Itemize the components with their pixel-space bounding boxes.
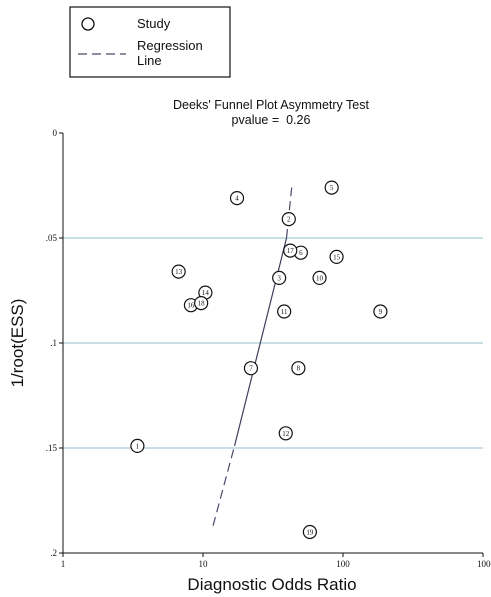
- study-point-4: 4: [229, 191, 245, 206]
- study-label-18: 18: [198, 300, 206, 308]
- study-label-9: 9: [379, 308, 383, 316]
- study-point-17: 17: [283, 243, 298, 258]
- chart-title: Deeks' Funnel Plot Asymmetry Test: [173, 98, 370, 112]
- x-tick-label-1: 10: [199, 559, 209, 569]
- study-point-11: 11: [277, 304, 292, 319]
- study-point-5: 5: [324, 180, 339, 195]
- study-label-12: 12: [282, 430, 290, 438]
- study-label-3: 3: [277, 274, 281, 282]
- legend-study-label: Study: [137, 16, 171, 31]
- study-marker-3: [272, 270, 287, 285]
- study-marker-2: [281, 212, 296, 227]
- legend-study-marker: [81, 17, 95, 31]
- study-marker-12: [278, 426, 293, 441]
- legend: Study Regression Line: [69, 6, 231, 78]
- regression-segment-2: [285, 187, 293, 239]
- study-label-15: 15: [333, 253, 341, 261]
- regression-segment-0: [233, 237, 288, 447]
- y-tick-label-2: .1: [50, 338, 57, 348]
- study-marker-10: [312, 270, 327, 285]
- study-label-19: 19: [306, 529, 314, 537]
- study-marker-7: [243, 361, 259, 376]
- y-axis-label: 1/root(ESS): [8, 299, 27, 388]
- study-point-12: 12: [278, 426, 293, 441]
- gridlines: [63, 237, 483, 449]
- x-axis-label: Diagnostic Odds Ratio: [187, 575, 356, 594]
- y-tick-label-0: 0: [53, 128, 58, 138]
- study-label-6: 6: [299, 249, 303, 257]
- study-label-1: 1: [136, 442, 140, 450]
- legend-regression-label: Regression: [137, 38, 203, 53]
- study-marker-13: [171, 264, 186, 279]
- study-label-5: 5: [330, 184, 334, 192]
- study-marker-8: [291, 361, 306, 376]
- study-point-13: 13: [171, 264, 186, 279]
- study-label-2: 2: [287, 216, 291, 224]
- study-point-3: 3: [272, 270, 287, 285]
- y-tick-label-1: .05: [46, 233, 58, 243]
- study-point-6: 6: [293, 245, 308, 260]
- y-tick-label-4: .2: [50, 548, 57, 558]
- study-label-17: 17: [287, 247, 295, 255]
- chart-subtitle: pvalue = 0.26: [232, 113, 311, 127]
- study-marker-9: [373, 304, 388, 319]
- study-marker-17: [283, 243, 298, 258]
- x-tick-label-3: 1000: [477, 559, 491, 569]
- study-label-10: 10: [316, 274, 324, 282]
- study-label-8: 8: [297, 365, 301, 373]
- study-point-9: 9: [373, 304, 388, 319]
- study-label-16: 16: [187, 302, 195, 310]
- study-point-18: 18: [194, 296, 209, 311]
- study-marker-15: [329, 249, 344, 264]
- study-marker-18: [194, 296, 209, 311]
- x-tick-label-2: 100: [336, 559, 350, 569]
- study-point-1: 1: [130, 438, 145, 453]
- study-label-14: 14: [202, 289, 210, 297]
- study-point-7: 7: [243, 361, 259, 376]
- study-point-2: 2: [281, 212, 296, 227]
- tick-labels: 0 .05 .1 .15 .2 1 10 100 1000: [46, 128, 491, 569]
- legend-box: [69, 6, 231, 78]
- study-marker-5: [324, 180, 339, 195]
- x-tick-label-0: 1: [61, 559, 66, 569]
- study-marker-19: [302, 524, 317, 540]
- study-marker-1: [130, 438, 145, 453]
- study-point-8: 8: [291, 361, 306, 376]
- y-tick-label-3: .15: [46, 443, 58, 453]
- study-label-7: 7: [249, 365, 253, 373]
- regression-segment-1: [212, 445, 236, 526]
- study-point-19: 19: [302, 524, 317, 540]
- study-marker-11: [277, 304, 292, 319]
- legend-regression-label-line2: Line: [137, 53, 162, 68]
- study-point-15: 15: [329, 249, 344, 264]
- plot-area: 0.05.1.15.21101001000 123456789101112131…: [46, 128, 491, 569]
- study-label-13: 13: [175, 268, 183, 276]
- study-label-11: 11: [281, 308, 288, 316]
- study-point-10: 10: [312, 270, 327, 285]
- study-marker-4: [229, 191, 245, 206]
- study-label-4: 4: [235, 195, 239, 203]
